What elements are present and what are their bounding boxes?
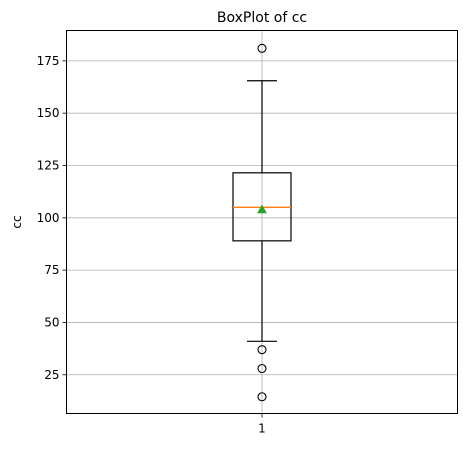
outlier-point bbox=[257, 43, 267, 53]
outlier-point bbox=[257, 363, 267, 374]
outlier-point bbox=[257, 345, 267, 355]
y-tick-label: 100 bbox=[37, 211, 60, 225]
y-tick-label: 50 bbox=[44, 315, 59, 329]
x-axis: 1 bbox=[258, 413, 266, 436]
y-tick-label: 150 bbox=[37, 106, 60, 120]
y-tick-label: 175 bbox=[37, 54, 60, 68]
x-tick-label: 1 bbox=[258, 422, 266, 436]
y-tick-label: 125 bbox=[37, 158, 60, 172]
mean-marker bbox=[257, 204, 267, 214]
outlier-point bbox=[257, 392, 267, 402]
y-tick-label: 25 bbox=[44, 368, 59, 382]
y-axis-label: cc bbox=[10, 215, 24, 228]
y-axis: 25 50 75 100 125 150 175 bbox=[37, 54, 67, 382]
y-tick-label: 75 bbox=[44, 263, 59, 277]
box-layer bbox=[232, 43, 292, 402]
chart-title: BoxPlot of cc bbox=[217, 10, 307, 26]
